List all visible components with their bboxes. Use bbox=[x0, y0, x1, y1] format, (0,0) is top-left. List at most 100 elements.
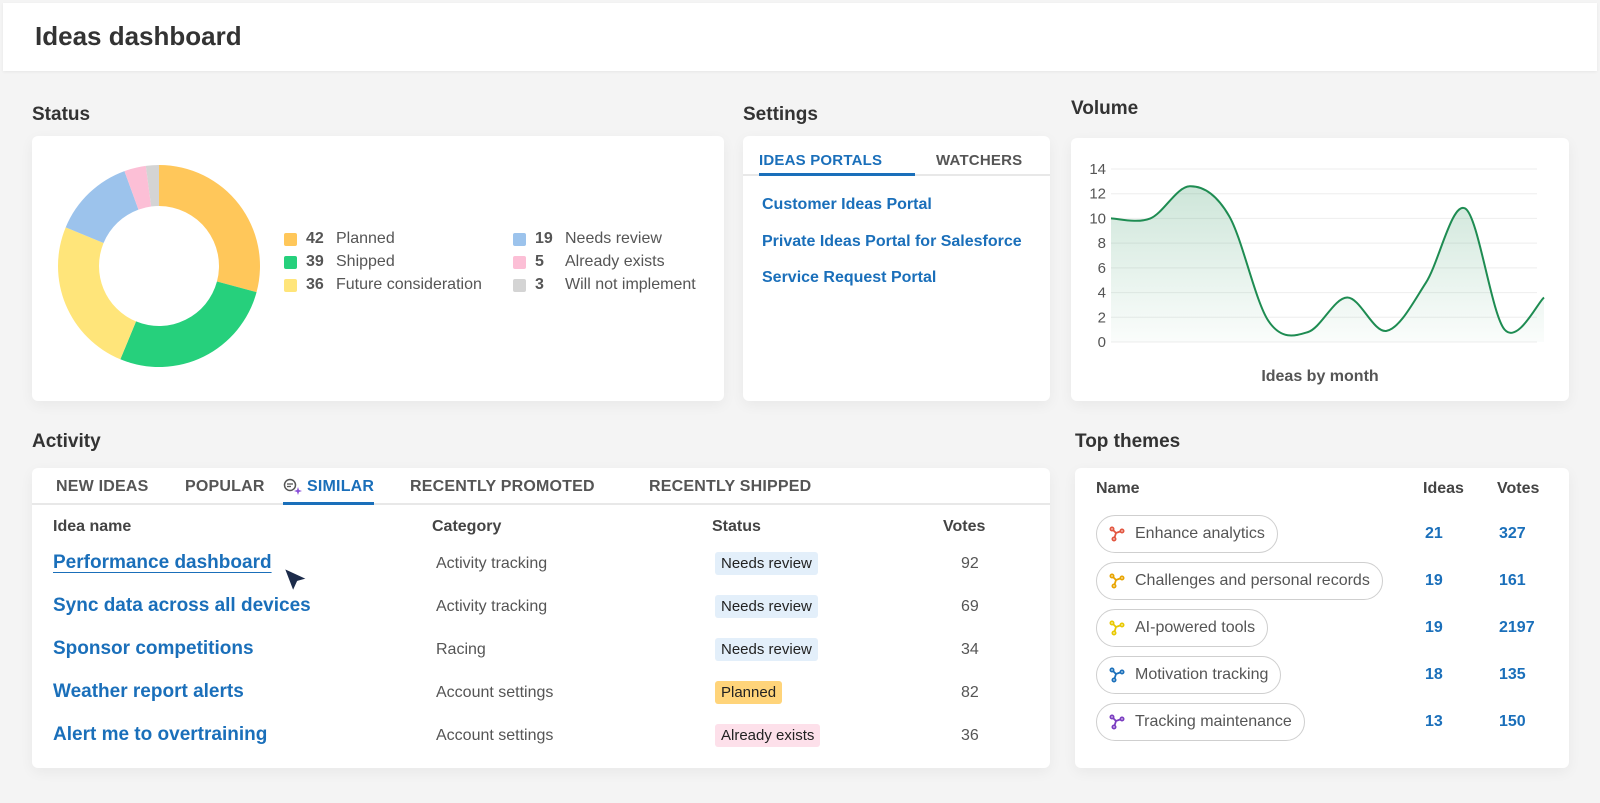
idea-link-weather-report-alerts[interactable]: Weather report alerts bbox=[53, 681, 244, 702]
legend-item-will-not-implement: 3 Will not implement bbox=[513, 276, 696, 294]
donut-slice-already-exists bbox=[124, 165, 152, 210]
status-badge: Already exists bbox=[715, 724, 821, 747]
idea-link-sponsor-competitions[interactable]: Sponsor competitions bbox=[53, 638, 254, 659]
legend-swatch bbox=[284, 255, 297, 269]
y-tick-label: 0 bbox=[1098, 334, 1106, 351]
column-header-ideas[interactable]: Ideas bbox=[1423, 480, 1464, 497]
activity-section-title: Activity bbox=[32, 431, 101, 452]
column-header-name[interactable]: Name bbox=[1096, 480, 1140, 497]
tab-divider bbox=[32, 503, 1050, 505]
theme-ideas-count: 19 bbox=[1425, 572, 1443, 589]
donut-slice-needs-review bbox=[65, 171, 139, 244]
legend-swatch bbox=[284, 278, 297, 292]
active-tab-indicator bbox=[283, 502, 374, 505]
settings-section-title: Settings bbox=[743, 104, 818, 125]
column-header-votes[interactable]: Votes bbox=[1497, 480, 1540, 497]
status-badge: Needs review bbox=[715, 552, 818, 575]
y-tick-label: 12 bbox=[1089, 186, 1106, 203]
legend-item-already-exists: 5 Already exists bbox=[513, 253, 665, 271]
column-header-category[interactable]: Category bbox=[432, 518, 502, 535]
legend-item-shipped: 39 Shipped bbox=[284, 253, 395, 271]
idea-link-performance-dashboard[interactable]: Performance dashboard bbox=[53, 552, 272, 573]
donut-slice-shipped bbox=[120, 281, 257, 367]
tab-ideas-portals[interactable]: IDEAS PORTALS bbox=[759, 152, 883, 169]
volume-series-line bbox=[1110, 185, 1545, 337]
legend-swatch bbox=[284, 232, 297, 246]
settings-card: IDEAS PORTALS WATCHERS Customer Ideas Po… bbox=[743, 136, 1050, 401]
y-tick-label: 8 bbox=[1098, 235, 1106, 252]
theme-votes-count: 161 bbox=[1499, 572, 1526, 589]
theme-votes-count: 150 bbox=[1499, 713, 1526, 730]
theme-ideas-count: 18 bbox=[1425, 666, 1443, 683]
idea-category: Account settings bbox=[436, 684, 554, 701]
idea-votes: 92 bbox=[961, 555, 979, 572]
tab-watchers[interactable]: WATCHERS bbox=[936, 152, 1023, 169]
theme-ideas-count: 13 bbox=[1425, 713, 1443, 730]
legend-swatch bbox=[513, 278, 526, 292]
theme-icon bbox=[1109, 526, 1125, 542]
theme-icon bbox=[1109, 573, 1125, 589]
legend-swatch bbox=[513, 255, 526, 269]
theme-icon bbox=[1109, 667, 1125, 683]
donut-slice-future-consideration bbox=[58, 227, 137, 360]
idea-votes: 34 bbox=[961, 641, 979, 658]
status-section-title: Status bbox=[32, 104, 91, 125]
theme-pill-motivation-tracking[interactable]: Motivation tracking bbox=[1096, 656, 1282, 694]
legend-item-future-consideration: 36 Future consideration bbox=[284, 276, 482, 294]
idea-category: Account settings bbox=[436, 727, 554, 744]
status-donut-chart bbox=[58, 165, 260, 367]
idea-link-sync-data[interactable]: Sync data across all devices bbox=[53, 595, 311, 616]
active-tab-indicator bbox=[759, 173, 915, 176]
ai-sparkle-icon bbox=[283, 478, 302, 495]
volume-section-title: Volume bbox=[1071, 98, 1139, 119]
legend-swatch bbox=[513, 232, 526, 246]
volume-card: 0 2 4 6 8 10 12 14 Ideas by month bbox=[1071, 138, 1569, 401]
portal-link-service-request[interactable]: Service Request Portal bbox=[762, 269, 937, 286]
portal-link-customer[interactable]: Customer Ideas Portal bbox=[762, 196, 932, 213]
idea-votes: 82 bbox=[961, 684, 979, 701]
legend-item-planned: 42 Planned bbox=[284, 230, 395, 248]
idea-category: Activity tracking bbox=[436, 555, 548, 572]
idea-category: Racing bbox=[436, 641, 486, 658]
volume-area-fill bbox=[1111, 186, 1544, 342]
column-header-votes[interactable]: Votes bbox=[943, 518, 986, 535]
theme-pill-enhance-analytics[interactable]: Enhance analytics bbox=[1096, 515, 1278, 553]
tab-similar[interactable]: SIMILAR bbox=[283, 478, 374, 496]
status-badge: Planned bbox=[715, 681, 783, 704]
y-tick-label: 2 bbox=[1098, 309, 1106, 326]
volume-x-axis-label: Ideas by month bbox=[1261, 368, 1379, 385]
themes-card: Name Ideas Votes Enhance analytics 21 32… bbox=[1075, 468, 1569, 768]
idea-votes: 69 bbox=[961, 598, 979, 615]
column-header-idea-name[interactable]: Idea name bbox=[53, 518, 132, 535]
themes-section-title: Top themes bbox=[1075, 431, 1181, 452]
legend-item-needs-review: 19 Needs review bbox=[513, 230, 662, 248]
status-card: 42 Planned 39 Shipped 36 Future consider… bbox=[32, 136, 724, 401]
theme-pill-ai-powered-tools[interactable]: AI-powered tools bbox=[1096, 609, 1269, 647]
portal-link-salesforce[interactable]: Private Ideas Portal for Salesforce bbox=[762, 233, 1022, 250]
tab-recently-promoted[interactable]: RECENTLY PROMOTED bbox=[410, 478, 595, 495]
donut-slice-will-not-implement bbox=[145, 165, 159, 207]
theme-icon bbox=[1109, 714, 1125, 730]
theme-pill-challenges[interactable]: Challenges and personal records bbox=[1096, 562, 1383, 600]
y-tick-label: 14 bbox=[1089, 161, 1106, 178]
tab-popular[interactable]: POPULAR bbox=[185, 478, 265, 495]
page-header: Ideas dashboard bbox=[3, 3, 1597, 71]
idea-link-alert-overtraining[interactable]: Alert me to overtraining bbox=[53, 724, 268, 745]
donut-slice-planned bbox=[159, 165, 260, 293]
page-title: Ideas dashboard bbox=[35, 21, 242, 51]
theme-votes-count: 327 bbox=[1499, 525, 1526, 542]
theme-votes-count: 2197 bbox=[1499, 619, 1535, 636]
mouse-cursor-icon bbox=[281, 565, 311, 595]
tab-new-ideas[interactable]: NEW IDEAS bbox=[56, 478, 149, 495]
y-tick-label: 10 bbox=[1089, 210, 1106, 227]
idea-votes: 36 bbox=[961, 727, 979, 744]
theme-ideas-count: 21 bbox=[1425, 525, 1443, 542]
status-badge: Needs review bbox=[715, 638, 818, 661]
theme-pill-tracking-maintenance[interactable]: Tracking maintenance bbox=[1096, 703, 1305, 741]
tab-recently-shipped[interactable]: RECENTLY SHIPPED bbox=[649, 478, 812, 495]
volume-line-chart: 0 2 4 6 8 10 12 14 bbox=[1089, 161, 1545, 351]
activity-card: NEW IDEAS POPULAR SIMILAR RECENTLY PROMO… bbox=[32, 468, 1050, 768]
y-tick-label: 4 bbox=[1098, 285, 1106, 302]
column-header-status[interactable]: Status bbox=[712, 518, 761, 535]
theme-votes-count: 135 bbox=[1499, 666, 1526, 683]
